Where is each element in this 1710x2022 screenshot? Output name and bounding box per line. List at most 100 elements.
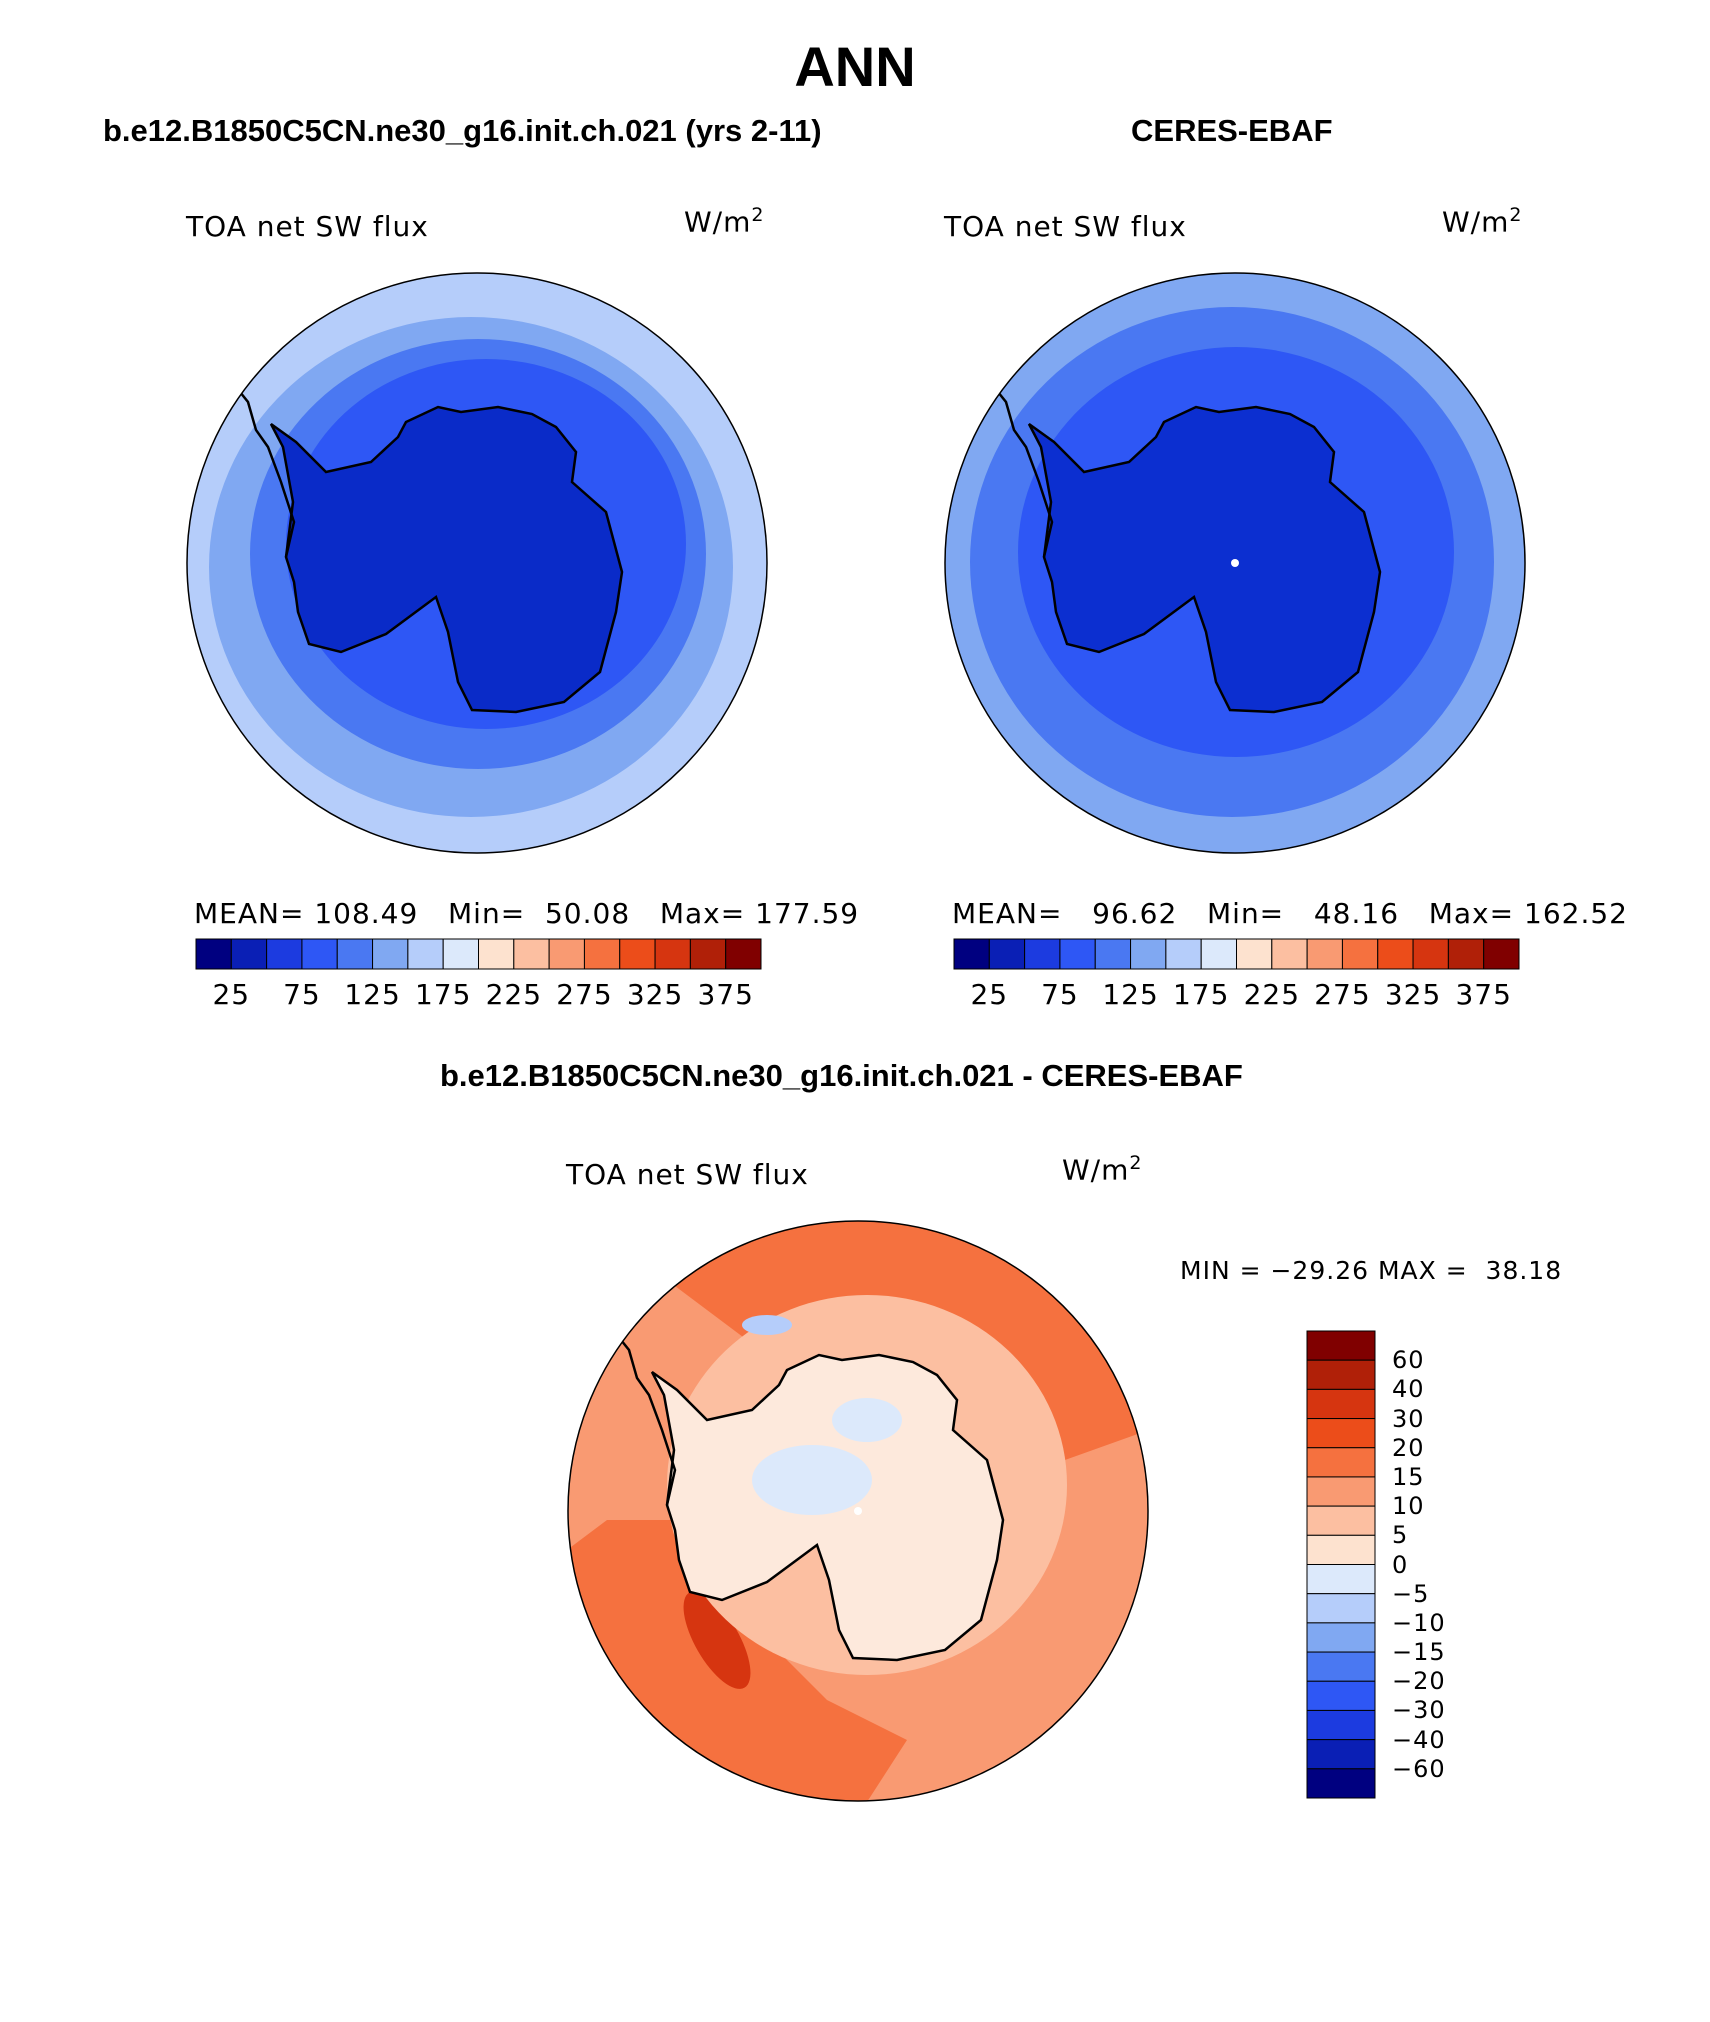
colorbar-tick-label: 5 xyxy=(1392,1521,1409,1550)
colorbar-swatch xyxy=(1306,1505,1376,1536)
colorbar-tick-label: 0 xyxy=(1392,1550,1409,1579)
colorbar-swatch xyxy=(1306,1593,1376,1624)
diff-negative-patch xyxy=(742,1315,792,1335)
antarctic-peninsula xyxy=(997,391,1054,558)
colorbar-tick-label: −20 xyxy=(1392,1667,1446,1696)
colorbar-swatch xyxy=(1236,938,1273,970)
colorbar-swatch xyxy=(1200,938,1237,970)
antarctic-peninsula xyxy=(239,391,296,558)
colorbar-swatch xyxy=(1306,1564,1376,1595)
panel-right-colorbar-ticks: 25 75 125 175 225 275 325 375 xyxy=(954,978,1519,1012)
map-boundary xyxy=(567,1220,1149,1802)
colorbar-tick-label: −5 xyxy=(1392,1579,1430,1608)
colorbar-swatch xyxy=(1447,938,1485,970)
colorbar-swatch xyxy=(953,938,990,970)
colorbar-swatch xyxy=(1059,938,1096,970)
colorbar-swatch xyxy=(372,938,409,970)
colorbar-swatch xyxy=(1306,1534,1376,1565)
panel-right-case-title: CERES-EBAF xyxy=(1131,113,1333,148)
colorbar-tick-label: 225 xyxy=(1243,978,1301,1011)
colorbar-tick-label: −15 xyxy=(1392,1638,1446,1667)
diff-negative-patch xyxy=(752,1445,872,1515)
colorbar-tick-label: 175 xyxy=(1172,978,1230,1011)
panel-left-units: W/m2 xyxy=(684,204,765,239)
colorbar-tick-label: 10 xyxy=(1392,1492,1425,1521)
difference-colorbar xyxy=(1306,1330,1376,1799)
panel-left-map xyxy=(186,272,768,854)
colorbar-swatch xyxy=(478,938,515,970)
colorbar-swatch xyxy=(1306,938,1343,970)
antarctica-landmass xyxy=(269,405,624,714)
colorbar-swatch xyxy=(1306,1330,1376,1361)
south-pole-marker xyxy=(854,1507,862,1515)
difference-units: W/m2 xyxy=(1062,1152,1143,1187)
panel-left-variable-label: TOA net SW flux xyxy=(186,210,429,243)
colorbar-swatch xyxy=(654,938,691,970)
colorbar-tick-label: −40 xyxy=(1392,1725,1446,1754)
colorbar-tick-label: 225 xyxy=(485,978,543,1011)
colorbar-tick-label: 60 xyxy=(1392,1346,1425,1375)
colorbar-swatch xyxy=(689,938,727,970)
colorbar-swatch xyxy=(1306,1447,1376,1478)
colorbar-tick-label: 30 xyxy=(1392,1404,1425,1433)
colorbar-swatch xyxy=(1306,1359,1376,1390)
colorbar-tick-label: 275 xyxy=(1314,978,1371,1011)
panel-right-map xyxy=(944,272,1526,854)
colorbar-swatch xyxy=(1341,938,1379,970)
colorbar-swatch xyxy=(1271,938,1308,970)
difference-map xyxy=(567,1220,1149,1802)
colorbar-swatch xyxy=(1306,1680,1376,1711)
panel-left-colorbar xyxy=(195,938,762,970)
colorbar-tick-label: 125 xyxy=(1102,978,1159,1011)
panel-right-stats: MEAN= 96.62 Min= 48.16 Max= 162.52 xyxy=(952,897,1628,930)
difference-colorbar-labels: 60 40 30 20 15 10 5 0 −5 −10 −15 −20 −30 −40 −60 xyxy=(1392,1331,1472,1798)
panel-right-variable-label: TOA net SW flux xyxy=(944,210,1187,243)
colorbar-tick-label: 25 xyxy=(212,978,251,1011)
difference-title: b.e12.B1850C5CN.ne30_g16.init.ch.021 - C… xyxy=(440,1058,1243,1093)
colorbar-swatch xyxy=(619,938,656,970)
colorbar-tick-label: −10 xyxy=(1392,1608,1446,1637)
colorbar-tick-label: −30 xyxy=(1392,1696,1446,1725)
antarctica-landmass xyxy=(1027,405,1382,714)
colorbar-tick-label: 375 xyxy=(697,978,754,1011)
colorbar-swatch xyxy=(266,938,303,970)
colorbar-swatch xyxy=(513,938,550,970)
colorbar-tick-label: 20 xyxy=(1392,1433,1425,1462)
colorbar-tick-label: 75 xyxy=(1041,978,1079,1011)
colorbar-tick-label: 15 xyxy=(1392,1462,1425,1491)
colorbar-swatch xyxy=(1412,938,1449,970)
colorbar-swatch xyxy=(583,938,621,970)
colorbar-swatch xyxy=(1306,1768,1376,1799)
page-title: ANN xyxy=(794,35,916,98)
colorbar-swatch xyxy=(1024,938,1061,970)
colorbar-tick-label: 375 xyxy=(1455,978,1512,1011)
colorbar-swatch xyxy=(725,938,762,970)
south-pole-marker xyxy=(1231,559,1239,567)
colorbar-swatch xyxy=(1306,1418,1376,1449)
colorbar-tick-label: 125 xyxy=(344,978,401,1011)
colorbar-swatch xyxy=(1377,938,1414,970)
colorbar-swatch xyxy=(1306,1622,1376,1653)
panel-left-case-title: b.e12.B1850C5CN.ne30_g16.init.ch.021 (yr… xyxy=(103,113,822,148)
colorbar-swatch xyxy=(1483,938,1520,970)
colorbar-swatch xyxy=(336,938,374,970)
colorbar-swatch xyxy=(548,938,585,970)
colorbar-swatch xyxy=(1306,1388,1376,1420)
colorbar-tick-label: 325 xyxy=(626,978,684,1011)
colorbar-swatch xyxy=(301,938,338,970)
antarctic-peninsula xyxy=(620,1339,677,1506)
colorbar-swatch xyxy=(407,938,444,970)
panel-left-stats: MEAN= 108.49 Min= 50.08 Max= 177.59 xyxy=(194,897,860,930)
panel-right-units: W/m2 xyxy=(1442,204,1523,239)
colorbar-swatch xyxy=(1306,1709,1376,1741)
colorbar-swatch xyxy=(1165,938,1202,970)
colorbar-swatch xyxy=(1130,938,1167,970)
colorbar-swatch xyxy=(442,938,479,970)
colorbar-swatch xyxy=(1306,1739,1376,1770)
colorbar-swatch xyxy=(195,938,232,970)
colorbar-swatch xyxy=(988,938,1026,970)
panel-right-colorbar xyxy=(953,938,1520,970)
colorbar-tick-label: 75 xyxy=(283,978,321,1011)
panel-left-colorbar-ticks: 25 75 125 175 225 275 325 375 xyxy=(196,978,761,1012)
colorbar-tick-label: 275 xyxy=(556,978,613,1011)
